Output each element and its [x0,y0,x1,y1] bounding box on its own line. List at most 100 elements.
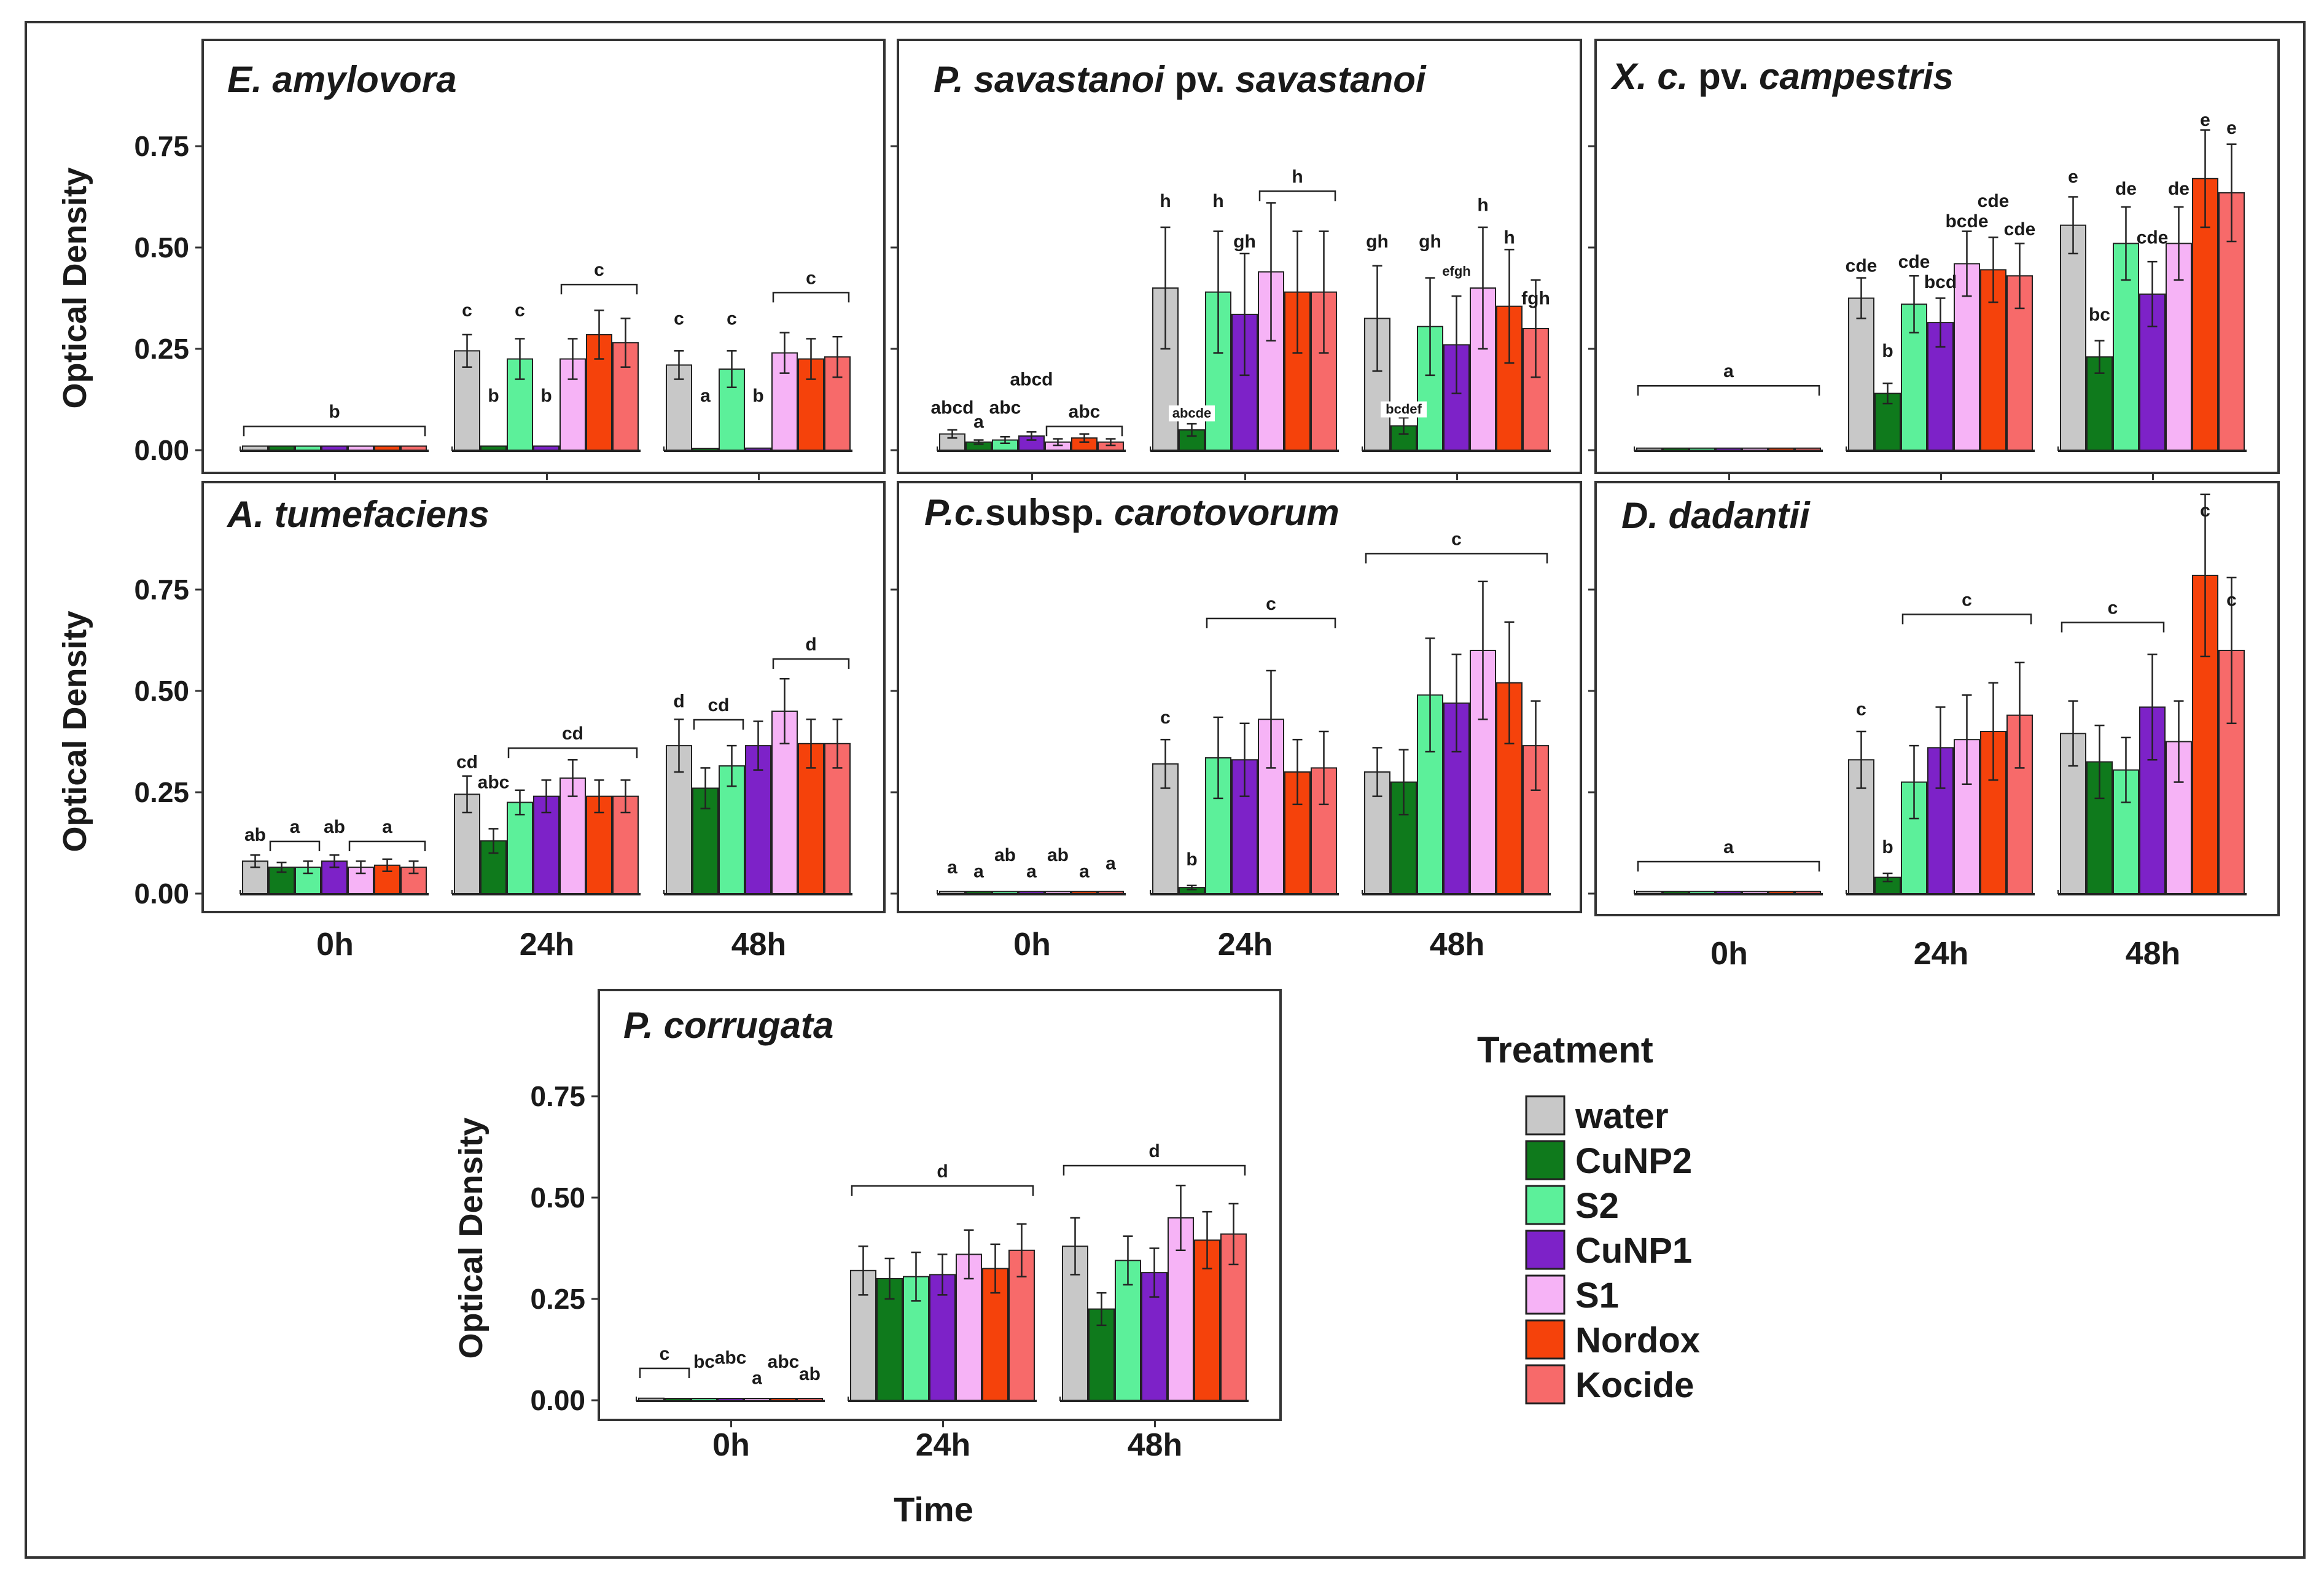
significance-label: a [700,386,711,406]
x-tick-label: 24h [916,1427,971,1463]
significance-label: gh [1419,232,1441,252]
significance-label: a [1079,862,1090,882]
significance-bracket [693,719,744,730]
significance-bracket [2061,622,2165,633]
significance-label: ab [244,825,266,845]
significance-bracket [1063,1164,1246,1175]
significance-label: bcde [1945,211,1988,232]
significance-bracket [851,1185,1034,1196]
x-tick-label: 0h [1013,927,1051,962]
significance-label: c [1266,594,1276,614]
significance-label: e [2068,166,2078,187]
panel-2: P. savastanoi pv. savastanoiabcdaabcabcd… [891,39,1582,962]
significance-label: abc [989,398,1021,418]
significance-label: c [1962,590,1972,610]
y-axis-title: Optical Density [453,1117,489,1359]
significance-bracket [560,283,638,295]
bar-water [2060,224,2086,451]
legend-swatch [1525,1319,1566,1360]
significance-label: c [806,268,816,288]
legend-label: S2 [1575,1186,1619,1226]
legend-item-CuNP1: CuNP1 [1525,1230,1692,1271]
significance-label: ab [799,1364,821,1384]
significance-label: gh [1233,232,1256,252]
y-tick-label: 0.00 [530,1384,585,1416]
legend-title: Treatment [1477,1029,1653,1070]
significance-label: abc [768,1352,800,1372]
legend-item-Kocide: Kocide [1525,1364,1694,1405]
legend-swatch [1525,1095,1566,1136]
significance-label: a [973,412,984,432]
significance-label: abcde [1172,405,1212,421]
significance-label: e [2226,118,2237,138]
significance-label: ab [1047,845,1069,865]
significance-label: c [2108,598,2118,618]
bar-CuNP1 [2139,293,2166,451]
significance-bracket [243,425,426,437]
y-tick-label: 0.25 [134,333,189,365]
bar-S1 [560,777,586,895]
significance-label: d [937,1161,948,1182]
significance-label: b [329,402,340,422]
significance-bracket [1258,190,1336,201]
significance-label: c [1856,700,1866,720]
panels: E. amylovora 0.00 0.25 0.50 0.75 Optical Dens… [57,39,2280,1463]
legend-swatch [1525,1185,1566,1225]
label-background [1437,263,1476,280]
y-tick-label: 0.00 [134,878,189,910]
legend-item-CuNP2: CuNP2 [1525,1140,1692,1181]
y-tick-label: 0.25 [134,776,189,808]
significance-bracket [772,292,850,303]
significance-bracket [269,840,321,851]
significance-label: c [660,1344,670,1364]
significance-label: abc [1069,402,1101,422]
significance-label: ab [324,817,345,837]
panel-7: P. corrugata 0.00 0.25 0.50 0.75 Optical Dens… [453,989,1282,1463]
x-tick-label: 24h [1914,936,1969,972]
significance-label: b [1882,341,1893,361]
significance-bracket [1637,860,1820,871]
significance-label: h [1503,227,1515,248]
legend-item-S2: S2 [1525,1185,1619,1226]
panel-3: X. c. pv. campestrisacdebcdebcdbcdecdecd… [1588,39,2280,972]
panel-title: A. tumefaciens [226,494,489,535]
significance-label: cde [1846,256,1878,276]
significance-label: c [462,300,472,321]
legend-item-S1: S1 [1525,1274,1619,1316]
y-axis-title: Optical Density [57,167,93,408]
y-tick-label: 0.50 [134,232,189,263]
significance-label: abcd [930,398,973,418]
significance-label: cde [1898,252,1930,272]
x-tick-label: 0h [1710,936,1748,972]
significance-label: cde [1978,191,2010,211]
legend-swatch [1525,1140,1566,1180]
significance-label: d [673,691,684,711]
significance-label: c [515,300,525,321]
significance-label: efgh [1442,263,1470,279]
significance-label: c [1451,529,1462,549]
significance-label: a [1723,361,1734,381]
significance-label: abc [478,772,510,792]
panel-title: X. c. pv. campestris [1610,56,1954,97]
panel-4: A. tumefaciens 0.00 0.25 0.50 0.75 Optical De… [57,481,886,913]
significance-label: a [752,1368,762,1389]
legend-item-water: water [1525,1095,1669,1136]
significance-bracket [348,840,426,851]
significance-label: c [2200,501,2210,521]
y-tick-label: 0.75 [134,574,189,606]
significance-bracket [772,658,850,669]
y-tick-label: 0.00 [134,434,189,466]
y-tick-label: 0.50 [134,675,189,707]
bar-S2 [507,801,533,894]
bar-S1 [2166,243,2192,451]
x-tick-label: 0h [712,1427,750,1463]
significance-label: bcd [1924,272,1957,292]
panel-title: D. dadantii [1621,495,1811,536]
x-tick-label: 48h [1128,1427,1183,1463]
panel-frame [201,39,886,474]
significance-label: fgh [1521,288,1550,308]
significance-bracket [1045,425,1123,437]
